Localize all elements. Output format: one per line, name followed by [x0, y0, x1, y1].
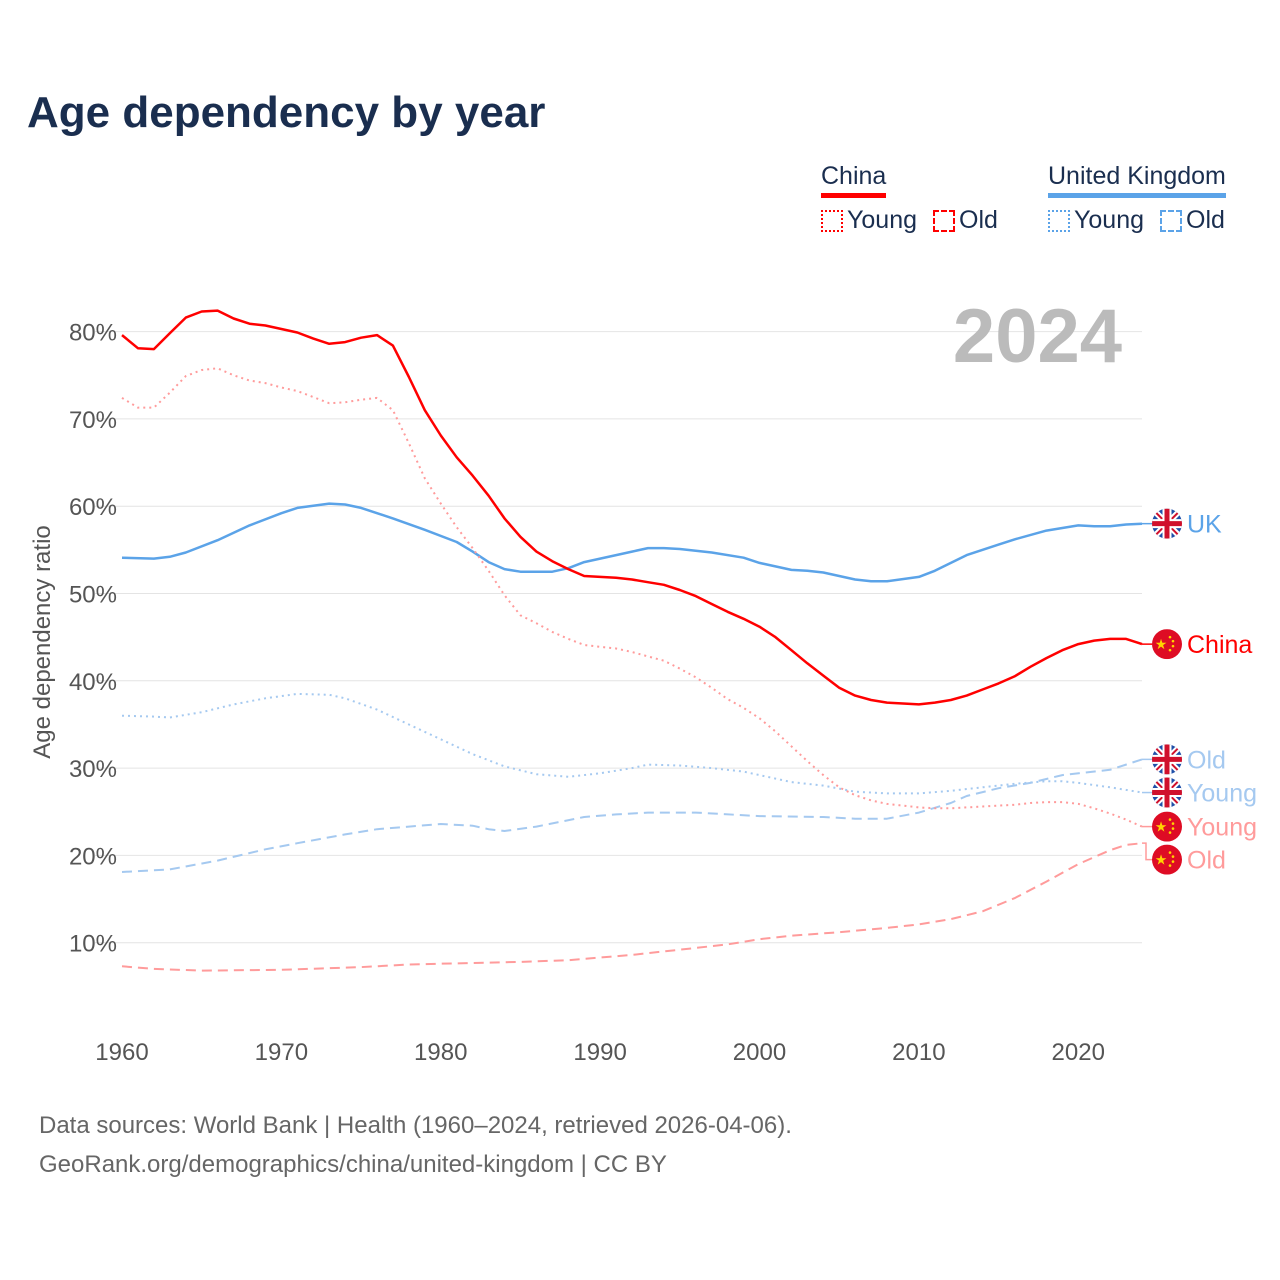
series-line-uk-young — [121, 692, 1143, 795]
legend-label: Young — [1074, 206, 1144, 234]
grid: 10% 20% 30% 40% 50% 60% 70% 80% — [69, 320, 1142, 958]
chart-title: Age dependency by year — [27, 88, 546, 137]
x-tick-label: 2010 — [892, 1039, 945, 1066]
dashed-swatch-icon — [1160, 209, 1182, 232]
label-connector — [1142, 842, 1152, 861]
series-line-uk-old — [121, 758, 1143, 873]
end-label-uk-old: Old — [1187, 746, 1226, 774]
svg-text:★: ★ — [1155, 819, 1168, 835]
uk-flag-icon — [1152, 777, 1182, 808]
y-tick-label: 60% — [69, 494, 117, 521]
x-tick-label: 2020 — [1052, 1039, 1105, 1066]
legend-item-china-young: Young — [821, 206, 917, 235]
uk-flag-icon — [1152, 508, 1182, 539]
series-line-china-young — [121, 367, 1143, 828]
legend-country-uk: United Kingdom — [1048, 162, 1226, 198]
y-tick-label: 10% — [69, 931, 117, 958]
series-line-china — [121, 309, 1143, 706]
legend-china: China Young Old — [821, 162, 998, 235]
x-axis: 1960 1970 1980 1990 2000 2010 2020 — [95, 1039, 1105, 1066]
y-tick-label: 30% — [69, 756, 117, 783]
x-tick-label: 1990 — [573, 1039, 626, 1066]
legend-uk: United Kingdom Young Old — [1048, 162, 1226, 235]
legend-item-china-old: Old — [933, 206, 998, 235]
end-label-china: China — [1187, 631, 1252, 659]
uk-flag-icon — [1152, 744, 1182, 775]
data-source-text: Data sources: World Bank | Health (1960–… — [39, 1112, 792, 1139]
legend-label: Young — [847, 206, 917, 234]
dashed-swatch-icon — [933, 209, 955, 232]
year-watermark: 2024 — [953, 294, 1122, 379]
x-tick-label: 1980 — [414, 1039, 467, 1066]
legend-label: Old — [1186, 206, 1225, 234]
series-line-uk — [121, 502, 1143, 583]
series-line-china-old — [121, 842, 1143, 972]
y-tick-label: 40% — [69, 669, 117, 696]
svg-text:★: ★ — [1155, 636, 1168, 652]
end-label-china-young: Young — [1187, 814, 1257, 842]
legend-country-china: China — [821, 162, 887, 198]
y-tick-label: 80% — [69, 320, 117, 347]
x-tick-label: 2000 — [733, 1039, 786, 1066]
y-tick-label: 20% — [69, 843, 117, 870]
attribution-text: GeoRank.org/demographics/china/united-ki… — [39, 1151, 667, 1178]
legend-item-uk-young: Young — [1048, 206, 1144, 235]
x-tick-label: 1960 — [95, 1039, 148, 1066]
footer: Data sources: World Bank | Health (1960–… — [39, 1106, 792, 1184]
x-tick-label: 1970 — [255, 1039, 308, 1066]
dotted-swatch-icon — [821, 209, 843, 232]
china-flag-icon: ★ — [1152, 629, 1182, 660]
end-label-china-old: Old — [1187, 847, 1226, 875]
china-flag-icon: ★ — [1152, 844, 1182, 875]
series-lines — [121, 309, 1143, 972]
dotted-swatch-icon — [1048, 209, 1070, 232]
legend-label: Old — [959, 206, 998, 234]
y-tick-label: 50% — [69, 582, 117, 609]
svg-text:★: ★ — [1155, 852, 1168, 868]
end-labels: UK ★ China Old Young ★ Young ★ Old — [1142, 508, 1257, 875]
y-axis-label: Age dependency ratio — [29, 525, 56, 759]
end-label-uk: UK — [1187, 511, 1222, 539]
legend-item-uk-old: Old — [1160, 206, 1225, 235]
y-tick-label: 70% — [69, 407, 117, 434]
china-flag-icon: ★ — [1152, 811, 1182, 842]
end-label-uk-young: Young — [1187, 780, 1257, 808]
